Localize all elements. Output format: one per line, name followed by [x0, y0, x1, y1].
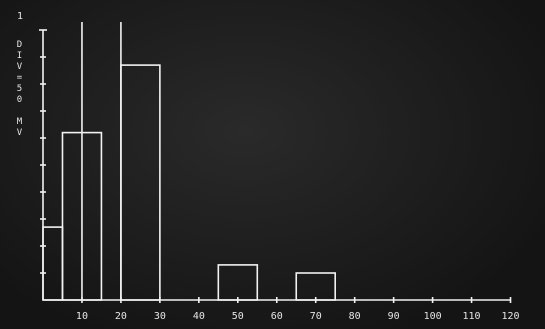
x-tick-label: 70 [310, 311, 322, 322]
x-tick-label: 30 [154, 311, 166, 322]
bar [295, 272, 336, 301]
bar [120, 64, 161, 301]
bar [61, 131, 103, 301]
x-tick-label: 60 [271, 311, 283, 322]
x-tick-label: 90 [388, 311, 400, 322]
x-tick-label: 20 [115, 311, 127, 322]
y-axis-label: DIV=50 MV [15, 40, 25, 139]
x-tick-label: 110 [463, 311, 481, 322]
x-tick-label: 100 [424, 311, 442, 322]
x-tick-label: 10 [76, 311, 88, 322]
y-tick-label: 1 [17, 11, 23, 22]
bar [217, 264, 259, 301]
x-tick-label: 80 [349, 311, 361, 322]
bar [42, 226, 64, 301]
x-tick-label: 50 [232, 311, 244, 322]
x-tick-label: 120 [501, 311, 519, 322]
x-tick-label: 40 [193, 311, 205, 322]
